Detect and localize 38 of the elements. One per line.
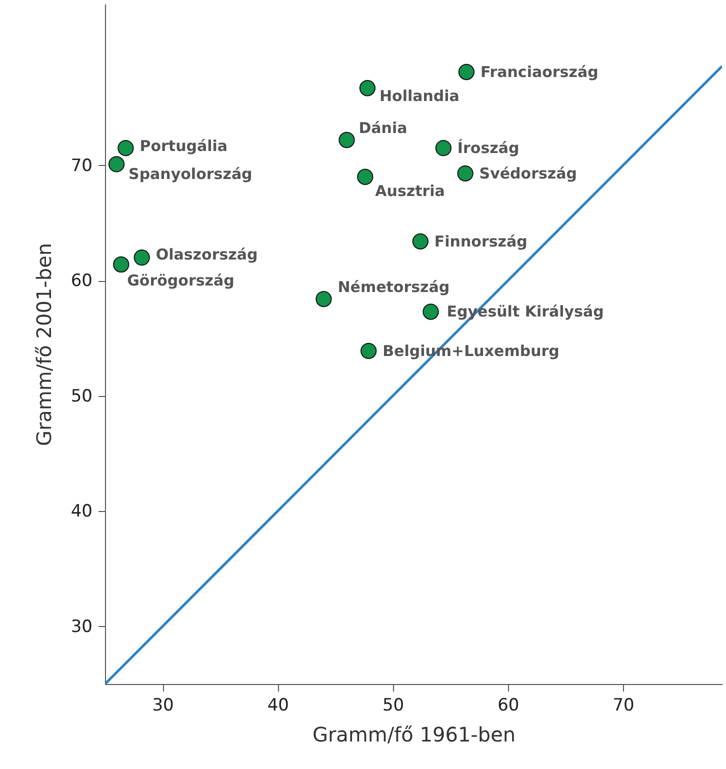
annotation: Svédország <box>479 164 578 182</box>
point <box>108 156 125 172</box>
annotation: Dánia <box>358 119 408 137</box>
y-tick-label: 50 <box>70 386 92 406</box>
point <box>134 249 150 266</box>
annotation: Németország <box>338 278 450 296</box>
y-tick-label: 60 <box>70 271 92 292</box>
annotation: Ausztria <box>375 182 445 200</box>
x-tick-label: 70 <box>612 696 634 716</box>
x-axis-title: Gramm/fő 1961-ben <box>312 722 516 746</box>
y-axis-title: Gramm/fő 2001-ben <box>32 242 56 446</box>
annotation: Olaszország <box>156 246 258 264</box>
annotation: Görögország <box>127 271 234 290</box>
point <box>316 290 332 308</box>
point <box>357 168 374 185</box>
annotation: Íroszág <box>457 139 520 158</box>
x-tick-label: 60 <box>498 696 520 716</box>
point <box>412 233 428 250</box>
point <box>360 342 377 359</box>
annotation: Portugália <box>140 137 228 156</box>
y-tick-label: 40 <box>70 502 92 522</box>
point <box>457 165 474 182</box>
point <box>422 304 439 320</box>
annotation: Hollandia <box>379 87 460 106</box>
annotation: Spanyolország <box>128 165 252 184</box>
point <box>458 64 475 80</box>
point <box>338 132 355 148</box>
annotation: Franciaország <box>480 63 598 81</box>
x-tick-label: 40 <box>267 696 289 716</box>
annotation: Finnország <box>434 232 528 250</box>
point <box>118 140 134 156</box>
point <box>113 256 130 273</box>
point <box>435 140 452 156</box>
y-tick-label: 70 <box>70 156 92 176</box>
x-tick-label: 50 <box>382 696 404 716</box>
x-tick-label: 30 <box>152 696 174 716</box>
point <box>359 80 376 96</box>
y-tick-label: 30 <box>70 616 92 637</box>
